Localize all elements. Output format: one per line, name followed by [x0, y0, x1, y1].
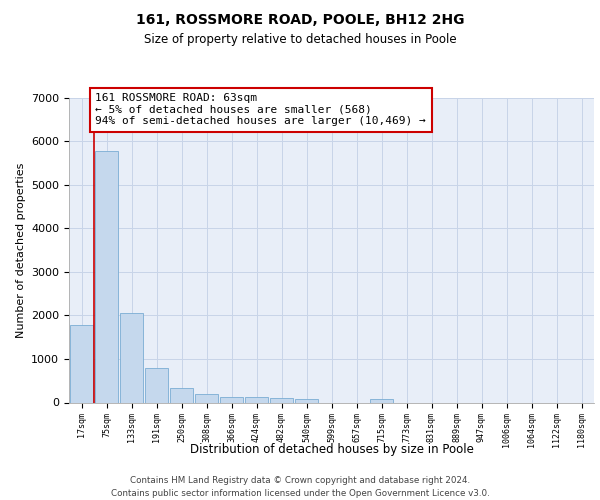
Bar: [145, 368, 169, 402]
Bar: [70, 325, 94, 402]
Bar: [269, 398, 293, 402]
Text: 161 ROSSMORE ROAD: 63sqm
← 5% of detached houses are smaller (568)
94% of semi-d: 161 ROSSMORE ROAD: 63sqm ← 5% of detache…: [95, 93, 426, 126]
Bar: [194, 394, 218, 402]
Bar: [295, 399, 319, 402]
Bar: [220, 397, 244, 402]
Text: Distribution of detached houses by size in Poole: Distribution of detached houses by size …: [190, 442, 473, 456]
Bar: [245, 398, 268, 402]
Bar: [95, 150, 118, 402]
Text: Size of property relative to detached houses in Poole: Size of property relative to detached ho…: [143, 32, 457, 46]
Text: Contains HM Land Registry data © Crown copyright and database right 2024.: Contains HM Land Registry data © Crown c…: [130, 476, 470, 485]
Bar: [370, 398, 394, 402]
Y-axis label: Number of detached properties: Number of detached properties: [16, 162, 26, 338]
Text: 161, ROSSMORE ROAD, POOLE, BH12 2HG: 161, ROSSMORE ROAD, POOLE, BH12 2HG: [136, 12, 464, 26]
Bar: [119, 312, 143, 402]
Text: Contains public sector information licensed under the Open Government Licence v3: Contains public sector information licen…: [110, 489, 490, 498]
Bar: [170, 388, 193, 402]
